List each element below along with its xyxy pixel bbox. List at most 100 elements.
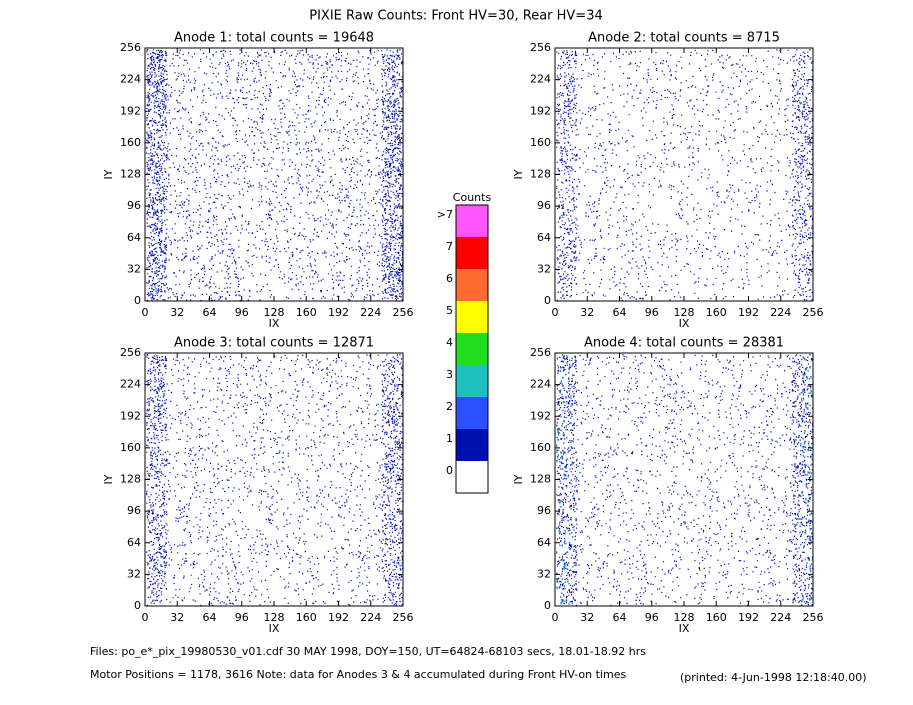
x-tick-label: 160 [296,611,317,624]
x-tick-label: 0 [142,306,149,319]
colorbar-label: >7 [437,208,453,221]
colorbar-swatch [456,301,488,333]
colorbar-frame [455,204,489,494]
x-tick-label: 32 [170,611,184,624]
x-tick-label: 192 [738,306,759,319]
x-tick-label: 64 [203,306,217,319]
y-tick-label: 192 [120,104,141,117]
x-tick-label: 160 [706,611,727,624]
plot-frame [554,352,814,607]
x-tick-label: 224 [360,611,381,624]
x-axis-label: IX [269,317,280,330]
y-tick-label: 160 [120,441,141,454]
panel-title: Anode 3: total counts = 12871 [174,336,374,351]
x-tick-label: 32 [170,306,184,319]
y-tick-label: 0 [544,599,551,612]
y-tick-label: 96 [127,504,141,517]
y-tick-label: 224 [120,378,141,391]
y-tick-label: 192 [120,409,141,422]
colorbar-swatch [456,429,488,461]
x-tick-label: 160 [296,306,317,319]
y-tick-label: 0 [134,294,141,307]
y-tick-label: 128 [530,168,551,181]
y-axis-label: IY [512,169,525,179]
y-tick-label: 32 [537,567,551,580]
colorbar-label: 5 [446,304,453,317]
y-tick-label: 64 [127,231,141,244]
x-tick-label: 0 [552,306,559,319]
colorbar-label: 4 [446,336,453,349]
colorbar-swatch [456,461,488,493]
x-tick-label: 224 [360,306,381,319]
x-tick-label: 224 [770,611,791,624]
colorbar-swatch [456,237,488,269]
panel-title: Anode 4: total counts = 28381 [584,336,784,351]
x-tick-label: 96 [235,611,249,624]
x-axis-label: IX [679,317,690,330]
y-tick-label: 256 [120,41,141,54]
y-tick-label: 0 [134,599,141,612]
x-tick-label: 192 [328,306,349,319]
x-tick-label: 96 [645,611,659,624]
y-tick-label: 96 [537,199,551,212]
y-tick-label: 192 [530,409,551,422]
colorbar-label: 3 [446,368,453,381]
colorbar-label: 2 [446,400,453,413]
y-tick-label: 256 [530,41,551,54]
count-texture [146,354,404,607]
y-tick-label: 192 [530,104,551,117]
x-tick-label: 128 [264,306,285,319]
y-tick-label: 160 [530,441,551,454]
colorbar-swatch [456,205,488,237]
y-tick-label: 32 [127,262,141,275]
x-tick-label: 256 [803,611,824,624]
x-tick-label: 256 [393,306,414,319]
panel-title: Anode 1: total counts = 19648 [174,31,374,46]
y-tick-label: 128 [530,473,551,486]
x-tick-label: 96 [645,306,659,319]
colorbar-swatch [456,333,488,365]
count-texture-high [556,356,814,607]
y-axis-label: IY [102,169,115,179]
y-tick-label: 64 [537,231,551,244]
x-tick-label: 0 [142,611,149,624]
x-axis-label: IX [269,622,280,635]
x-tick-label: 0 [552,611,559,624]
y-tick-label: 160 [120,136,141,149]
x-tick-label: 128 [674,611,695,624]
y-tick-label: 96 [127,199,141,212]
x-tick-label: 64 [203,611,217,624]
y-tick-label: 128 [120,168,141,181]
y-tick-label: 224 [530,73,551,86]
x-tick-label: 64 [613,306,627,319]
x-tick-label: 64 [613,611,627,624]
x-tick-label: 128 [264,611,285,624]
colorbar-label: 7 [446,240,453,253]
x-tick-label: 256 [393,611,414,624]
colorbar-swatch [456,397,488,429]
y-tick-label: 64 [127,536,141,549]
count-texture [556,354,814,607]
x-tick-label: 128 [674,306,695,319]
count-texture [556,49,814,301]
y-tick-label: 256 [530,346,551,359]
colorbar-label: 1 [446,432,453,445]
x-tick-label: 256 [803,306,824,319]
colorbar-title: Counts [453,191,492,204]
y-tick-label: 32 [127,567,141,580]
x-tick-label: 32 [580,611,594,624]
colorbar-label: 0 [446,464,453,477]
y-axis-label: IY [102,474,115,484]
count-texture [146,49,404,302]
colorbar-label: 6 [446,272,453,285]
colorbar-swatch [456,365,488,397]
footer-motor: Motor Positions = 1178, 3616 Note: data … [90,668,626,681]
y-tick-label: 224 [530,378,551,391]
x-tick-label: 32 [580,306,594,319]
y-tick-label: 0 [544,294,551,307]
main-title: PIXIE Raw Counts: Front HV=30, Rear HV=3… [309,9,603,24]
panel-title: Anode 2: total counts = 8715 [588,31,780,46]
y-tick-label: 256 [120,346,141,359]
y-axis-label: IY [512,474,525,484]
